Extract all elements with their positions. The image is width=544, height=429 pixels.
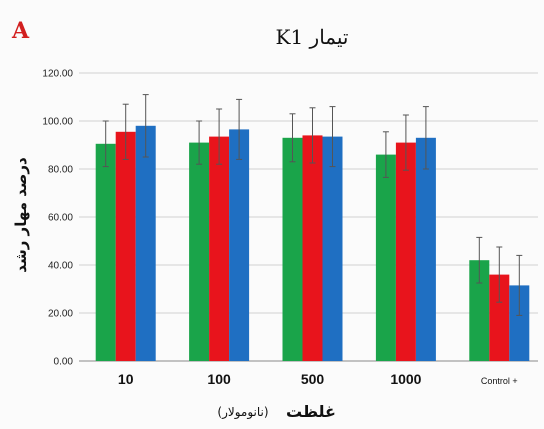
x-axis-label: غلظت bbox=[286, 402, 336, 421]
bar bbox=[469, 260, 490, 361]
bars bbox=[95, 125, 530, 361]
bar bbox=[395, 142, 416, 361]
bar bbox=[229, 129, 250, 361]
panel-letter: A bbox=[11, 18, 30, 44]
bar bbox=[302, 135, 323, 361]
x-category-label: 1000 bbox=[390, 371, 421, 387]
y-tick-labels: 0.00 20.00 40.00 60.00 80.00 100.00 120.00 bbox=[42, 69, 73, 368]
bar bbox=[375, 154, 396, 361]
x-category-labels: 10 100 500 1000 Control + bbox=[118, 371, 518, 387]
bar bbox=[189, 142, 210, 361]
bar bbox=[415, 137, 436, 361]
x-category-label: 100 bbox=[207, 371, 231, 387]
y-tick-label: 0.00 bbox=[54, 357, 74, 368]
y-tick-label: 40.00 bbox=[48, 261, 73, 272]
bar bbox=[489, 274, 510, 361]
x-category-label: Control + bbox=[481, 376, 518, 386]
bar bbox=[322, 136, 343, 361]
y-axis-label: درصد مهار رشد bbox=[12, 157, 30, 273]
bar bbox=[282, 137, 303, 361]
y-tick-label: 60.00 bbox=[48, 213, 73, 224]
y-tick-label: 100.00 bbox=[42, 117, 73, 128]
y-tick-label: 80.00 bbox=[48, 165, 73, 176]
y-tick-label: 120.00 bbox=[42, 69, 73, 80]
y-tick-label: 20.00 bbox=[48, 309, 73, 320]
bar bbox=[509, 285, 530, 361]
bar bbox=[95, 143, 116, 361]
bar bbox=[115, 131, 136, 361]
bar bbox=[209, 136, 230, 361]
x-category-label: 10 bbox=[118, 371, 134, 387]
x-category-label: 500 bbox=[301, 371, 325, 387]
error-bars bbox=[102, 94, 523, 316]
bar bbox=[135, 125, 156, 361]
x-axis-unit: (نانومولار) bbox=[217, 405, 268, 420]
chart-title: تیمار K1 bbox=[276, 25, 349, 49]
